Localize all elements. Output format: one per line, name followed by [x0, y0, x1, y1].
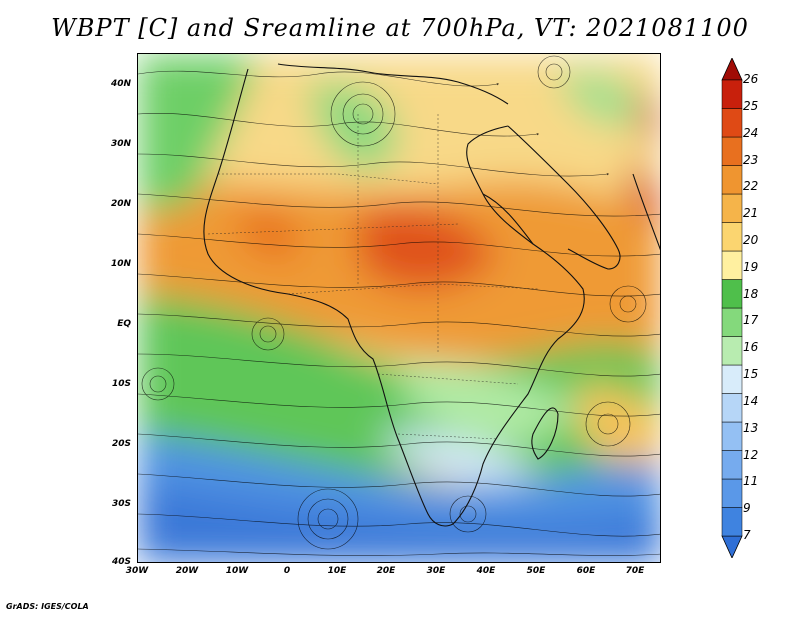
streamlines	[138, 55, 660, 556]
colorbar-segment	[721, 279, 743, 309]
lon-label-50e: 50E	[526, 566, 546, 576]
colorbar-level-label: 20	[743, 232, 759, 247]
colorbar-level-label: 13	[743, 420, 759, 435]
wbpt-field-map	[138, 54, 660, 562]
colorbar-level-label: 9	[743, 501, 751, 516]
colorbar-segment	[721, 421, 743, 451]
colorbar-segment	[721, 450, 743, 480]
colorbar-level-label: 21	[743, 206, 759, 221]
lon-label-60e: 60E	[576, 566, 596, 576]
lat-label-20n: 20N	[110, 199, 131, 209]
colorbar-segment	[721, 250, 743, 280]
lon-label-70e: 70E	[625, 566, 645, 576]
lat-label-40s: 40S	[111, 557, 131, 567]
lon-label-30e: 30E	[426, 566, 446, 576]
colorbar-level-label: 24	[743, 125, 759, 140]
lat-label-20s: 20S	[111, 439, 131, 449]
wbpt-shading	[138, 54, 660, 562]
colorbar-level-label: 16	[743, 340, 759, 355]
colorbar-level-label: 18	[743, 286, 759, 301]
colorbar-segment	[721, 193, 743, 223]
lat-label-10n: 10N	[110, 259, 131, 269]
lon-label-40e: 40E	[476, 566, 496, 576]
colorbar-segment	[721, 165, 743, 195]
colorbar-bottom-triangle	[721, 535, 743, 558]
map-panel	[137, 53, 661, 563]
colorbar-segment	[721, 79, 743, 109]
lon-label-0: 0	[283, 566, 291, 576]
lon-label-10e: 10E	[327, 566, 347, 576]
colorbar-level-label: 25	[743, 98, 759, 113]
colorbar-segment	[721, 307, 743, 337]
lat-label-10s: 10S	[111, 379, 131, 389]
colorbar-top-triangle	[721, 58, 743, 81]
colorbar-level-label: 11	[743, 474, 759, 489]
colorbar	[721, 58, 743, 558]
colorbar-segment	[721, 364, 743, 394]
colorbar-level-label: 23	[743, 152, 759, 167]
colorbar-segment	[721, 478, 743, 508]
lon-label-20w: 20W	[175, 566, 199, 576]
colorbar-segment	[721, 336, 743, 366]
lon-label-20e: 20E	[376, 566, 396, 576]
lon-label-30w: 30W	[125, 566, 149, 576]
colorbar-level-label: 22	[743, 179, 759, 194]
grads-credit: GrADS: IGES/COLA	[6, 602, 89, 611]
coastlines	[203, 63, 660, 527]
colorbar-segment	[721, 136, 743, 166]
colorbar-segment	[721, 108, 743, 138]
colorbar-level-label: 14	[743, 393, 759, 408]
colorbar-level-label: 19	[743, 259, 759, 274]
colorbar-segment	[721, 222, 743, 252]
colorbar-level-label: 17	[743, 313, 759, 328]
lon-label-10w: 10W	[225, 566, 249, 576]
lat-label-eq: EQ	[117, 319, 131, 329]
colorbar-segment	[721, 393, 743, 423]
colorbar-level-label: 26	[743, 72, 759, 86]
lat-label-30s: 30S	[111, 499, 131, 509]
map-title: WBPT [C] and Sreamline at 700hPa, VT: 20…	[51, 14, 749, 42]
lat-label-30n: 30N	[110, 139, 131, 149]
colorbar-segment	[721, 507, 743, 537]
lat-label-40n: 40N	[110, 79, 131, 89]
colorbar-level-label: 7	[743, 528, 751, 542]
colorbar-level-label: 12	[743, 447, 759, 462]
colorbar-level-label: 15	[743, 367, 759, 382]
country-borders	[207, 114, 539, 440]
